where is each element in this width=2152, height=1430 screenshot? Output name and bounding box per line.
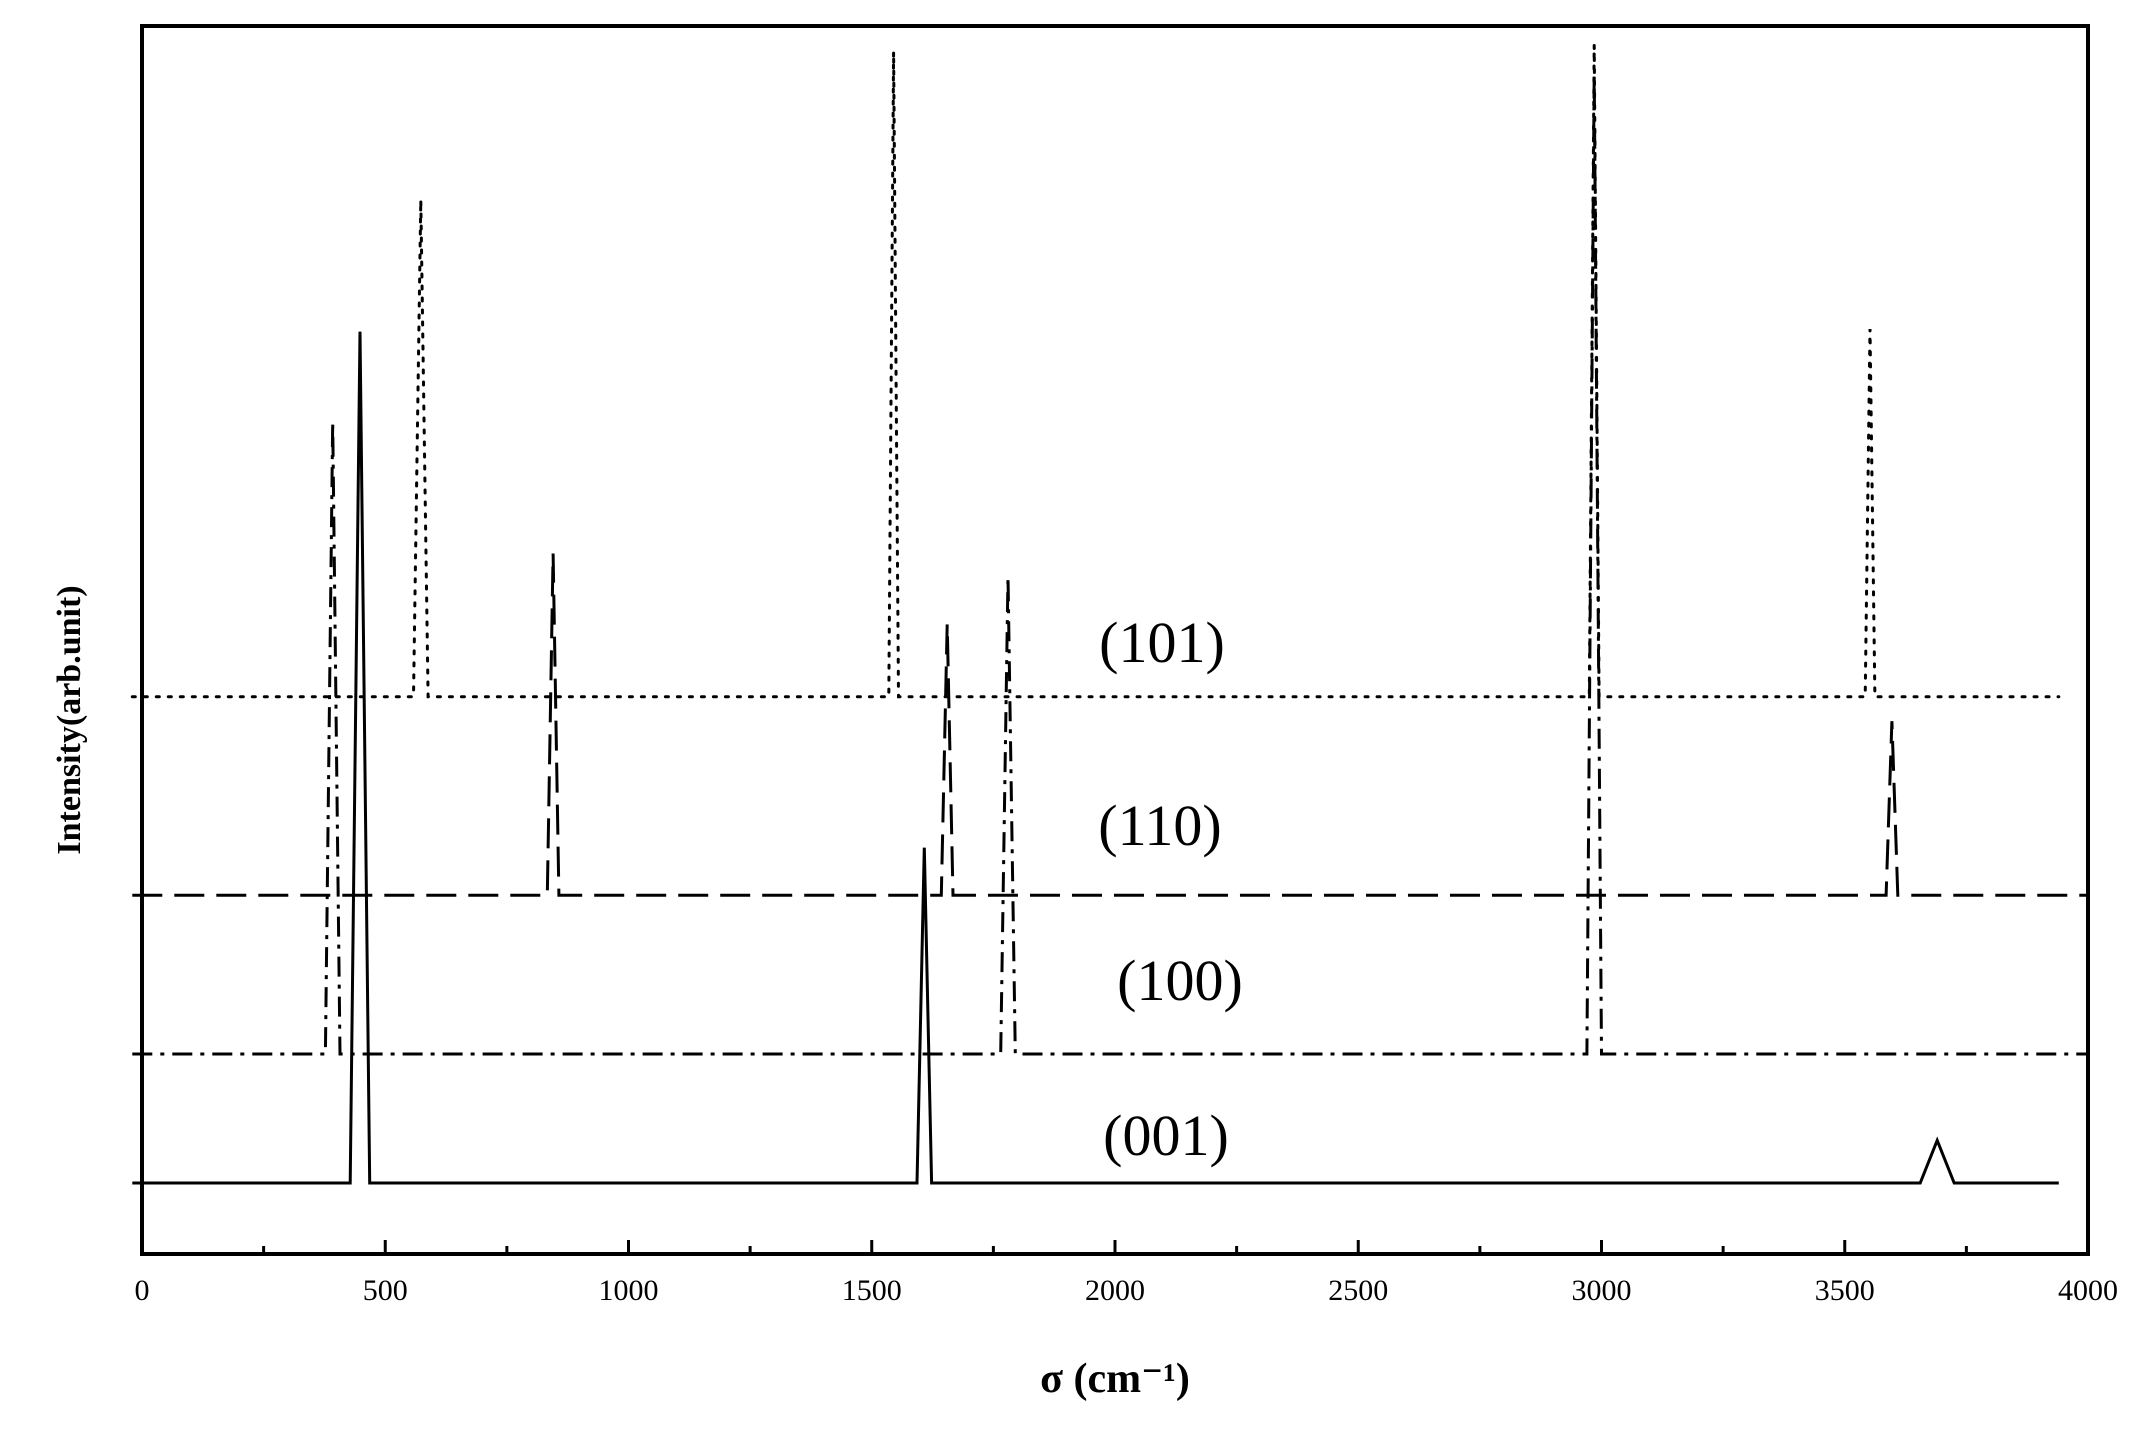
series-labels: (001) (100) (110) (101) (1098, 610, 1243, 1168)
series-line (132, 553, 2088, 897)
series-label: (100) (1117, 948, 1243, 1013)
x-tick-label: 4000 (2058, 1274, 2118, 1307)
x-tick-label: 3000 (1572, 1274, 1632, 1307)
series-line (132, 331, 2059, 1185)
x-tick-label: 500 (363, 1274, 408, 1307)
series-line (132, 73, 2088, 1056)
x-axis-ticks (140, 1240, 2090, 1254)
series-line (130, 45, 2061, 699)
series-lines (130, 45, 2088, 1185)
x-tick-label: 2500 (1328, 1274, 1388, 1307)
y-axis-title: Intensity(arb.unit) (51, 585, 88, 854)
x-tick-label: 1500 (842, 1274, 902, 1307)
x-tick-label: 0 (135, 1274, 150, 1307)
x-tick-label: 1000 (599, 1274, 659, 1307)
series-label: (101) (1099, 610, 1225, 675)
x-axis-tick-labels: 0 500 1000 1500 2000 2500 3000 3500 4000 (135, 1274, 2119, 1307)
x-tick-label: 3500 (1815, 1274, 1875, 1307)
x-tick-label: 2000 (1085, 1274, 1145, 1307)
series-label: (001) (1103, 1103, 1229, 1168)
series-label: (110) (1098, 793, 1221, 858)
x-axis-title: σ (cm⁻¹) (1040, 1356, 1190, 1402)
